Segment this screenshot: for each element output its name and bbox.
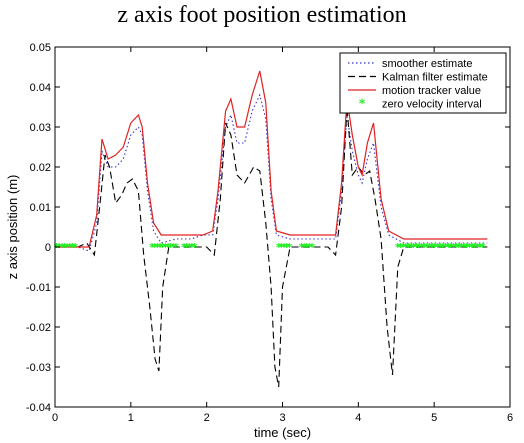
y-tick-label: 0.04: [30, 82, 51, 94]
zero-velocity-marker: *: [413, 241, 419, 254]
x-axis-label: time (sec): [254, 425, 311, 440]
series-line-kalman-filter-estimate: [55, 106, 488, 388]
y-tick-label: 0.05: [30, 42, 51, 54]
zero-velocity-marker: *: [173, 241, 179, 254]
zero-velocity-marker: *: [427, 241, 433, 254]
zero-velocity-marker: *: [408, 241, 414, 254]
zero-velocity-marker: *: [467, 241, 473, 254]
zero-velocity-marker: *: [160, 241, 166, 254]
zero-velocity-marker: *: [403, 241, 409, 254]
zero-velocity-marker: *: [453, 241, 459, 254]
zero-velocity-marker: *: [62, 241, 68, 254]
zero-velocity-marker: *: [437, 241, 443, 254]
zero-velocity-marker: *: [281, 241, 287, 254]
zero-velocity-marker: *: [400, 241, 406, 254]
zero-velocity-marker: *: [181, 241, 187, 254]
series-line-motion-tracker-value: [55, 70, 488, 248]
x-tick-label: 2: [204, 412, 210, 424]
legend-entry: smoother estimate: [382, 58, 472, 70]
zero-velocity-marker: *: [411, 241, 417, 254]
zero-velocity-marker: *: [70, 241, 76, 254]
zero-velocity-marker: *: [184, 241, 190, 254]
zero-velocity-marker: *: [440, 241, 446, 254]
zero-velocity-marker: *: [307, 241, 313, 254]
zero-velocity-marker: *: [406, 241, 412, 254]
zero-velocity-marker: *: [154, 241, 160, 254]
zero-velocity-marker: *: [72, 241, 78, 254]
y-tick-label: 0.02: [30, 162, 51, 174]
zero-velocity-marker: *: [461, 241, 467, 254]
zero-velocity-marker: *: [64, 241, 70, 254]
zero-velocity-marker: *: [398, 241, 404, 254]
zero-velocity-marker: *: [286, 241, 292, 254]
zero-velocity-marker: *: [165, 241, 171, 254]
legend-entry: Kalman filter estimate: [382, 72, 488, 84]
x-tick-label: 4: [355, 412, 361, 424]
x-tick-label: 3: [279, 412, 285, 424]
zero-velocity-marker: *: [464, 241, 470, 254]
y-tick-label: -0.04: [26, 402, 51, 414]
zero-velocity-marker: *: [67, 241, 73, 254]
zero-velocity-marker: *: [168, 241, 174, 254]
zero-velocity-marker: *: [276, 241, 282, 254]
y-axis-label: z axis position (m): [5, 175, 20, 280]
zero-velocity-marker: *: [443, 241, 449, 254]
legend-entry: zero velocity interval: [382, 99, 482, 111]
zero-velocity-marker: *: [469, 241, 475, 254]
zero-velocity-marker: *: [186, 241, 192, 254]
zero-velocity-marker: *: [152, 241, 158, 254]
zero-velocity-marker: *: [301, 241, 307, 254]
zero-velocity-marker: *: [477, 241, 483, 254]
zero-velocity-marker: *: [424, 241, 430, 254]
zero-velocity-marker: *: [278, 241, 284, 254]
zero-velocity-marker: *: [451, 241, 457, 254]
zero-velocity-marker: *: [435, 241, 441, 254]
series-line-smoother-estimate: [55, 93, 488, 252]
zero-velocity-marker: *: [157, 241, 163, 254]
x-tick-label: 1: [128, 412, 134, 424]
zero-velocity-marker: *: [448, 241, 454, 254]
zero-velocity-marker: *: [445, 241, 451, 254]
y-tick-label: 0.03: [30, 122, 51, 134]
y-tick-label: -0.02: [26, 322, 51, 334]
zero-velocity-marker: *: [162, 241, 168, 254]
zero-velocity-marker: *: [429, 241, 435, 254]
y-tick-label: -0.03: [26, 362, 51, 374]
zero-velocity-marker: *: [299, 241, 305, 254]
y-tick-label: -0.01: [26, 282, 51, 294]
x-tick-label: 6: [507, 412, 513, 424]
zero-velocity-marker: *: [419, 241, 425, 254]
chart-title: z axis foot position estimation: [117, 2, 407, 28]
x-tick-label: 5: [431, 412, 437, 424]
zero-velocity-marker: *: [149, 241, 155, 254]
zero-velocity-marker: *: [309, 241, 315, 254]
zero-velocity-marker: *: [170, 241, 176, 254]
legend-box: [339, 52, 507, 114]
zero-velocity-marker: *: [432, 241, 438, 254]
x-tick-label: 0: [52, 412, 58, 424]
zero-velocity-marker: *: [480, 241, 486, 254]
zero-velocity-marker: *: [475, 241, 481, 254]
zero-velocity-marker: *: [421, 241, 427, 254]
zero-velocity-marker: *: [192, 241, 198, 254]
zero-velocity-marker: *: [395, 241, 401, 254]
y-tick-label: 0.01: [30, 202, 51, 214]
zero-velocity-marker: *: [189, 241, 195, 254]
zero-velocity-marker: *: [284, 241, 290, 254]
zero-velocity-marker: *: [59, 241, 65, 254]
legend-entry: motion tracker value: [382, 85, 481, 97]
legend-marker: *: [359, 97, 366, 111]
y-tick-label: 0: [45, 242, 51, 254]
zero-velocity-marker: *: [456, 241, 462, 254]
zero-velocity-marker: *: [459, 241, 465, 254]
zero-velocity-marker: *: [416, 241, 422, 254]
legend: smoother estimate Kalman filter estimatem…: [339, 52, 507, 114]
zero-velocity-marker: *: [472, 241, 478, 254]
zero-velocity-marker: *: [304, 241, 310, 254]
